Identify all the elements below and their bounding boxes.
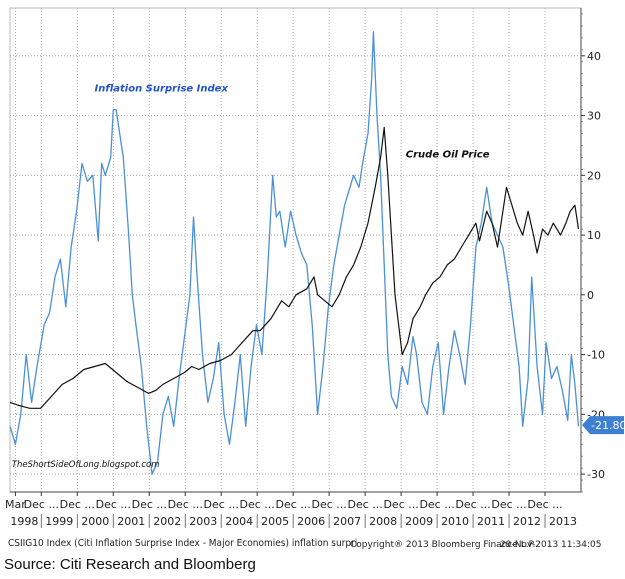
x-tick-month-label: Dec ... — [455, 498, 490, 511]
series-line-crude-oil — [9, 126, 580, 409]
x-tick-month-label: Dec ... — [276, 498, 311, 511]
x-tick-month-label: Dec ... — [132, 498, 167, 511]
copyright-notice: Copyright® 2013 Bloomberg Finance L.P. — [350, 540, 536, 550]
x-tick-year-label: 2007 — [333, 515, 361, 528]
y-tick-label: 40 — [587, 50, 601, 63]
plot-frame — [9, 7, 582, 493]
y-tick-label: 30 — [587, 110, 601, 123]
x-tick-month-label: Dec ... — [24, 498, 59, 511]
annotation-crude-oil: Crude Oil Price — [406, 149, 490, 160]
x-tick-year-label: 2009 — [405, 515, 433, 528]
x-tick-year-label: 2012 — [513, 515, 541, 528]
x-tick-year-label: 2005 — [261, 515, 289, 528]
series-line-inflation-surprise — [9, 31, 580, 475]
x-tick-year-label: 2011 — [477, 515, 505, 528]
x-tick-year-label: 2000 — [81, 515, 109, 528]
y-tick-label: 10 — [587, 229, 601, 242]
y-tick-label: -10 — [587, 349, 605, 362]
x-tick-year-label: 1998 — [10, 515, 38, 528]
source-caption: Source: Citi Research and Bloomberg — [4, 556, 256, 573]
x-tick-month-label: Dec ... — [419, 498, 454, 511]
x-tick-year-label: 2003 — [189, 515, 217, 528]
x-tick-year-label: 2002 — [153, 515, 181, 528]
y-tick-label: 20 — [587, 169, 601, 182]
x-tick-month-label: Dec ... — [383, 498, 418, 511]
watermark-blog: TheShortSideOfLong.blogspot.com — [12, 460, 160, 470]
x-tick-month-label: Dec ... — [491, 498, 526, 511]
x-tick-month-label: Dec ... — [347, 498, 382, 511]
x-tick-month-label: Dec ... — [527, 498, 562, 511]
x-tick-month-label: Dec ... — [168, 498, 203, 511]
y-tick-label: 0 — [587, 289, 594, 302]
x-tick-year-label: 2013 — [549, 515, 577, 528]
last-value-label: -21.80 — [591, 419, 625, 432]
x-tick-year-label: 1999 — [45, 515, 73, 528]
x-tick-month-label: Dec ... — [240, 498, 275, 511]
x-tick-month-label: Dec ... — [312, 498, 347, 511]
x-tick-year-label: 2001 — [117, 515, 145, 528]
x-tick-month-label: Dec ... — [96, 498, 131, 511]
x-tick-year-label: 2008 — [369, 515, 397, 528]
x-tick-month-label: Dec ... — [204, 498, 239, 511]
timestamp: 29-Nov-2013 11:34:05 — [500, 540, 602, 550]
x-tick-year-label: 2006 — [297, 515, 325, 528]
index-description: CSIIG10 Index (Citi Inflation Surprise I… — [8, 538, 358, 549]
last-value-badge — [582, 416, 624, 435]
x-tick-year-label: 2004 — [225, 515, 253, 528]
x-tick-month-label: Dec ... — [60, 498, 95, 511]
x-tick-month-label: Mar — [5, 498, 26, 511]
annotation-inflation-surprise: Inflation Surprise Index — [95, 84, 229, 95]
x-tick-year-label: 2010 — [441, 515, 469, 528]
y-tick-label: -30 — [587, 468, 605, 481]
